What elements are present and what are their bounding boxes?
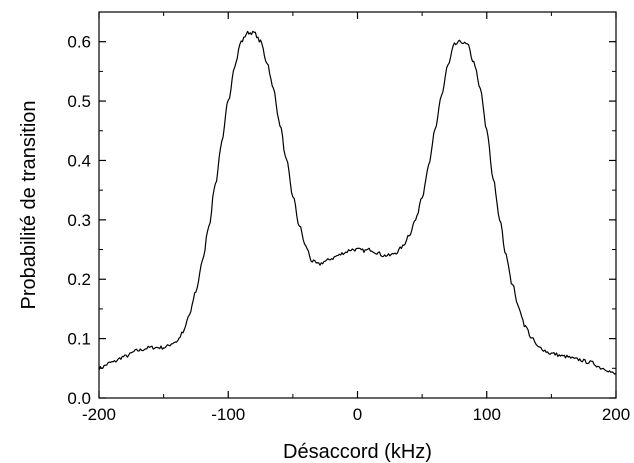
y-tick-label: 0.4 <box>67 151 91 170</box>
y-tick-label: 0.3 <box>67 211 91 230</box>
x-tick-label: -100 <box>211 405 245 424</box>
ticks-layer: -200 -100 0 100 200 0.0 0.1 0.2 0.3 0.4 0.5 0.6 <box>67 11 630 424</box>
x-tick-label: -200 <box>82 405 116 424</box>
x-tick-label: 200 <box>602 405 630 424</box>
y-axis-label: Probabilité de transition <box>18 100 40 309</box>
x-tick-label: 0 <box>353 405 362 424</box>
x-axis-label: Désaccord (kHz) <box>283 441 432 463</box>
y-tick-label: 0.1 <box>67 330 91 349</box>
y-tick-label: 0.2 <box>67 270 91 289</box>
y-tick-label: 0.6 <box>67 33 91 52</box>
y-tick-label: 0.0 <box>67 389 91 408</box>
data-series-line <box>98 30 617 375</box>
y-tick-label: 0.5 <box>67 92 91 111</box>
plot-frame <box>98 11 617 399</box>
x-tick-label: 100 <box>473 405 501 424</box>
